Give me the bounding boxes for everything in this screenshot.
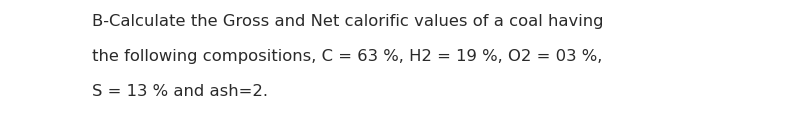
Text: S = 13 % and ash=2.: S = 13 % and ash=2. (92, 84, 268, 99)
Text: the following compositions, C = 63 %, H2 = 19 %, O2 = 03 %,: the following compositions, C = 63 %, H2… (92, 49, 602, 64)
Text: B-Calculate the Gross and Net calorific values of a coal having: B-Calculate the Gross and Net calorific … (92, 14, 603, 29)
